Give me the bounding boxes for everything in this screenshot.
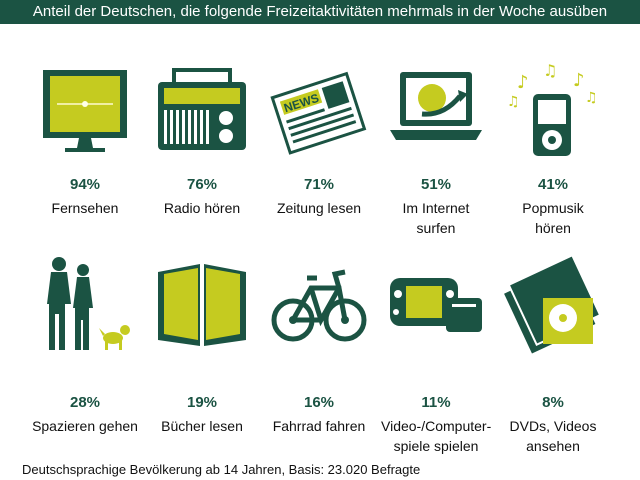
activity-label: Video-/Computer- [381, 418, 492, 434]
activity-label: ansehen [526, 438, 580, 454]
pictogram-item: 94% Fernsehen [30, 0, 140, 216]
svg-text:♫: ♫ [585, 90, 598, 106]
activity-label: Popmusik [522, 200, 584, 216]
game-console-icon [386, 254, 486, 354]
activity-label: DVDs, Videos [509, 418, 597, 434]
pictogram-item: 28% Spazieren gehen [30, 0, 140, 434]
svg-text:♪: ♪ [573, 70, 585, 91]
laptop-globe-icon [386, 62, 486, 162]
activity-label: Spazieren gehen [32, 418, 138, 434]
pictogram-item: 76% Radio hören [147, 0, 257, 216]
percent-label: 16% [303, 394, 335, 411]
pictogram-item: 51% Im Internet surfen [381, 0, 491, 236]
activity-label: Zeitung lesen [276, 200, 362, 216]
percent-label: 71% [303, 176, 335, 193]
percent-label: 28% [69, 394, 101, 411]
svg-text:♪: ♪ [517, 72, 529, 93]
bicycle-icon [269, 254, 369, 354]
activity-label: Fernsehen [51, 200, 119, 216]
pictogram-item: 19% Bücher lesen [147, 0, 257, 434]
dvd-icon [503, 254, 603, 354]
pictogram-item: 11% Video-/Computer-spiele spielen [381, 0, 491, 454]
pictogram-item: 8% DVDs, Videos ansehen [498, 0, 608, 454]
activity-label: surfen [416, 220, 456, 236]
radio-icon [152, 62, 252, 162]
activity-label: Bücher lesen [161, 418, 243, 434]
header-bar: Anteil der Deutschen, die folgende Freiz… [0, 0, 640, 42]
pictogram-item: NEWS 71% Zeitung lesen [264, 0, 374, 216]
percent-label: 11% [421, 394, 451, 411]
percent-label: 76% [186, 176, 218, 193]
percent-label: 19% [186, 394, 218, 411]
open-book-icon [152, 254, 252, 354]
walking-couple-icon [35, 254, 135, 354]
newspaper-icon: NEWS [269, 62, 369, 162]
source-note: Deutschsprachige Bevölkerung ab 14 Jahre… [22, 462, 421, 477]
percent-label: 51% [420, 176, 452, 193]
tv-icon [35, 62, 135, 162]
activity-label: Radio hören [163, 200, 241, 216]
mp3-player-icon: ♪ ♫ ♪ ♫ ♫ [503, 62, 603, 162]
activity-label: Im Internet [402, 200, 470, 216]
percent-label: 41% [537, 176, 569, 193]
chart-title: Anteil der Deutschen, die folgende Freiz… [32, 3, 608, 20]
activity-label: hören [535, 220, 571, 236]
header-divider [0, 24, 640, 42]
percent-label: 8% [542, 394, 564, 411]
svg-text:♫: ♫ [543, 62, 557, 80]
svg-text:♫: ♫ [507, 94, 520, 110]
activity-label: spiele spielen [393, 438, 479, 454]
activity-label: Fahrrad fahren [272, 418, 366, 434]
pictogram-item: ♪ ♫ ♪ ♫ ♫ 41% Popmusik hören [498, 0, 608, 236]
percent-label: 94% [69, 176, 101, 193]
pictogram-item: 16% Fahrrad fahren [264, 0, 374, 434]
